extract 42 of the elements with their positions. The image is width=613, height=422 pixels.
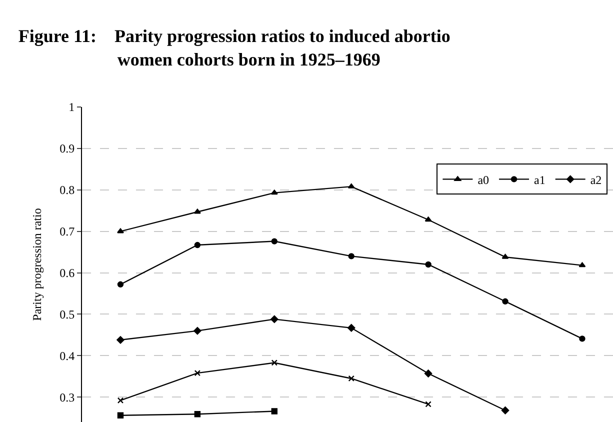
y-tick-label: 0.8 [60,183,75,198]
point [579,336,586,342]
point [194,242,201,248]
point [271,238,278,244]
point [116,228,124,234]
point [348,183,355,188]
point [502,254,509,259]
point [194,411,201,418]
point [117,412,124,418]
chart-title: Figure 11: Parity progression ratios to induced abortio [18,26,450,46]
point [348,324,356,332]
point [425,261,432,268]
point [424,216,432,222]
legend-label: a0 [478,172,490,187]
point [194,208,201,214]
point [502,298,508,304]
point [424,370,432,378]
y-tick-label: 0.3 [60,390,75,404]
point [425,401,432,408]
chart-subtitle: women cohorts born in 1925–1969 [18,50,380,70]
y-tick-label: 1 [68,100,75,114]
y-tick-label: 0.7 [60,224,75,239]
y-tick-label: 0.5 [60,307,75,322]
y-tick-label: 0.9 [60,142,75,156]
point [501,406,510,414]
y-tick-label: 0.6 [60,266,75,280]
point [117,397,124,404]
point [271,408,278,414]
point [348,375,354,382]
point [348,253,354,260]
point [194,370,201,376]
legend-label: a2 [590,172,602,187]
point [194,326,202,335]
point [270,190,278,195]
point [578,262,586,268]
point [270,315,278,324]
point [271,360,278,366]
y-axis-title: Parity progression ratio [30,208,44,321]
point [117,281,124,288]
legend-label: a1 [534,172,546,187]
point [116,336,124,344]
y-tick-label: 0.4 [60,348,75,363]
